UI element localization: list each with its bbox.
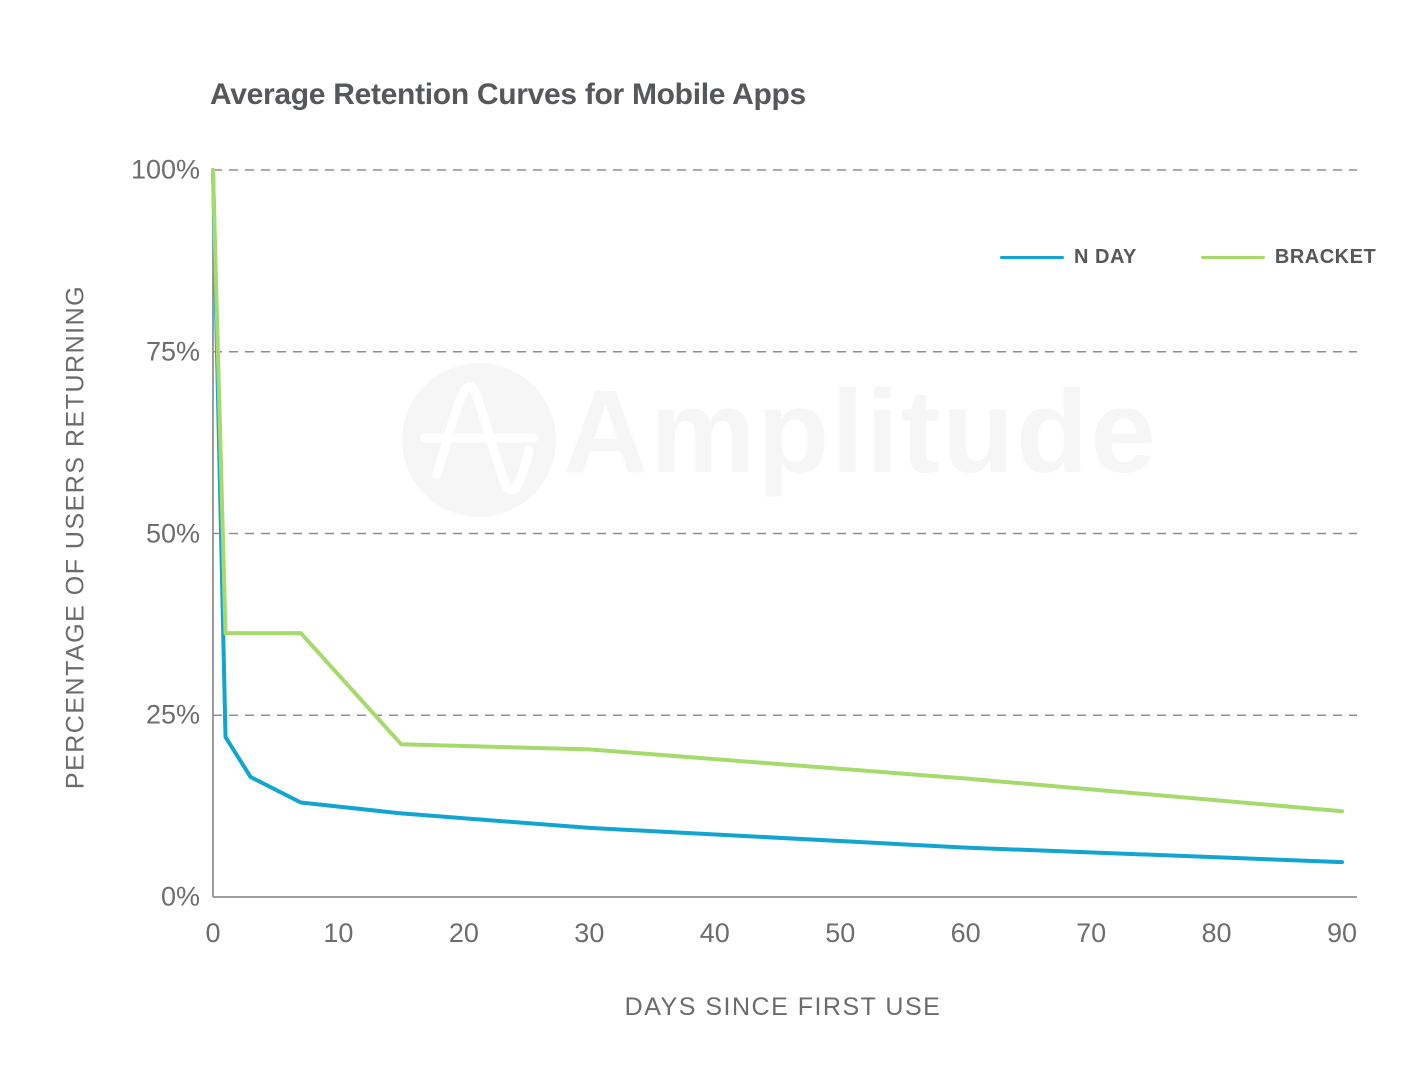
x-tick-label: 60 [950,918,981,948]
legend-swatch-n-day [1000,256,1064,259]
legend-label-n-day: N DAY [1074,246,1137,268]
y-tick-label: 100% [130,154,200,185]
x-tick-label: 50 [825,918,856,948]
x-tick-label: 40 [699,918,730,948]
chart-title: Average Retention Curves for Mobile Apps [210,78,806,111]
legend: N DAY BRACKET [1000,246,1376,269]
series-line-n-day [211,168,1344,865]
x-tick-label: 30 [574,918,605,948]
x-tick-label: 70 [1076,918,1107,948]
x-tick-label: 0 [205,918,221,948]
legend-label-bracket: BRACKET [1274,246,1377,268]
x-tick-label: 10 [323,918,354,948]
y-tick-label: 25% [145,699,200,730]
x-axis-title: DAYS SINCE FIRST USE [624,993,942,1021]
x-tick-label: 90 [1326,918,1358,948]
y-axis-title: PERCENTAGE OF USERS RETURNING [61,284,90,790]
legend-item-n-day[interactable]: N DAY [1000,246,1137,269]
y-tick-label: 75% [145,336,200,367]
y-tick-label: 50% [145,518,200,548]
legend-swatch-bracket [1200,256,1265,259]
series-line-bracket [211,168,1344,814]
y-tick-label: 0% [160,881,200,912]
x-tick-label: 20 [448,918,479,948]
legend-item-bracket[interactable]: BRACKET [1200,246,1377,269]
x-tick-label: 80 [1201,918,1232,948]
